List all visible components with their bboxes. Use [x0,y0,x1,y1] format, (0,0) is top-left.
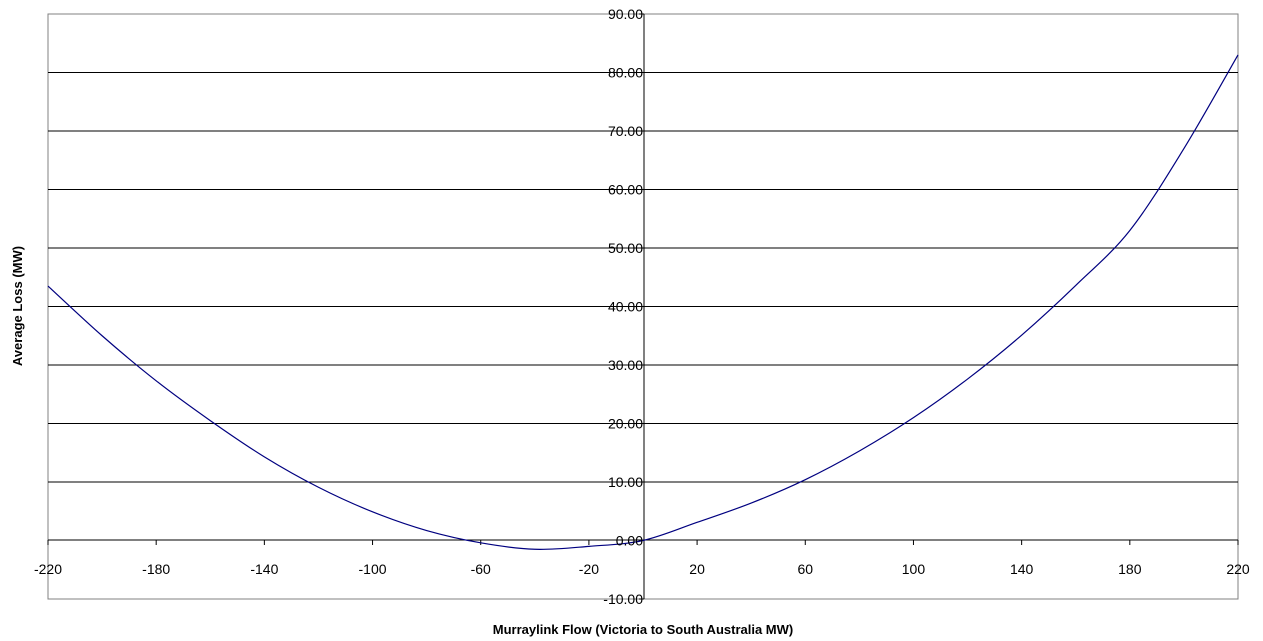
y-tick-label: 50.00 [608,240,643,256]
y-tick-label: 90.00 [608,6,643,22]
y-tick-label: -10.00 [603,591,643,607]
x-tick-label: 20 [689,561,705,577]
x-tick-label: -180 [142,561,170,577]
x-tick-label: 100 [902,561,926,577]
x-tick-label: -220 [34,561,62,577]
y-tick-label: 10.00 [608,474,643,490]
x-tick-label: -100 [359,561,387,577]
y-tick-label: 80.00 [608,65,643,81]
y-tick-label: 60.00 [608,182,643,198]
y-tick-label: 40.00 [608,299,643,315]
y-tick-labels: -10.00 0.00 10.00 20.00 30.00 40.00 50.00 60.00… [603,6,643,607]
y-tick-label: 30.00 [608,357,643,373]
x-tick-label: 220 [1226,561,1250,577]
x-tick-label: 140 [1010,561,1034,577]
series-line [47,54,1239,550]
x-tick-label: 180 [1118,561,1142,577]
y-axis-title: Average Loss (MW) [10,246,25,366]
series-layer [47,54,1239,550]
y-tick-label: 20.00 [608,416,643,432]
x-tick-label: 60 [797,561,813,577]
x-tick-label: -60 [471,561,491,577]
x-tick-label: -20 [579,561,599,577]
y-tick-label: 0.00 [616,533,643,549]
y-tick-label: 70.00 [608,123,643,139]
x-tick-labels: -220 -180 -140 -100 -60 -20 20 60 100 140 180 220 [34,561,1250,577]
x-tick-label: -140 [250,561,278,577]
x-axis-title: Murraylink Flow (Victoria to South Austr… [493,622,793,637]
